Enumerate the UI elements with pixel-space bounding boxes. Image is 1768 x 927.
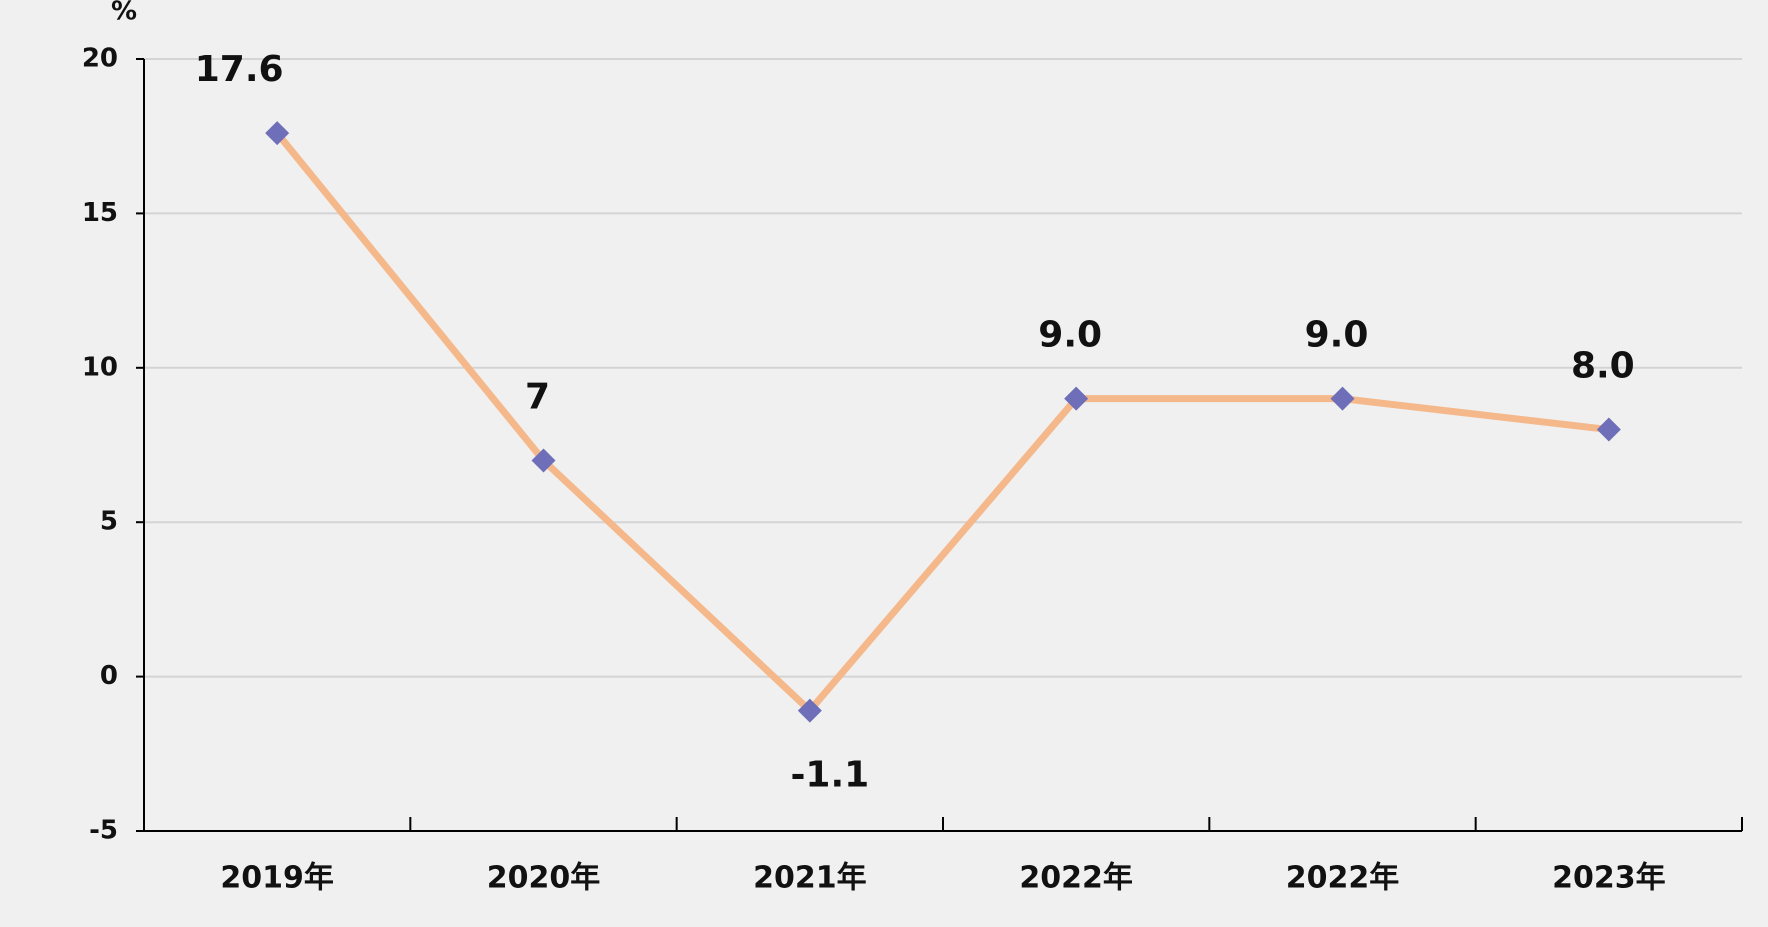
x-tick-label: 2021年 xyxy=(753,861,867,896)
data-label: 17.6 xyxy=(195,49,284,90)
marker xyxy=(265,121,290,146)
x-tick-label: 2023年 xyxy=(1552,861,1666,896)
marker xyxy=(1064,386,1089,411)
data-label: 9.0 xyxy=(1038,315,1102,356)
data-label: -1.1 xyxy=(790,755,869,796)
marker xyxy=(797,698,822,723)
marker xyxy=(1330,386,1355,411)
y-tick-label: 15 xyxy=(82,198,118,228)
data-label: 9.0 xyxy=(1305,315,1369,356)
x-tick-label: 2022年 xyxy=(1019,861,1133,896)
x-tick-label: 2019年 xyxy=(220,861,334,896)
y-unit: % xyxy=(111,0,137,27)
y-tick-label: 20 xyxy=(82,44,118,74)
x-tick-label: 2020年 xyxy=(487,861,601,896)
y-tick-label: -5 xyxy=(89,816,118,846)
y-tick-label: 5 xyxy=(100,507,118,537)
data-label: 7 xyxy=(525,376,550,417)
x-tick-label: 2022年 xyxy=(1286,861,1400,896)
y-tick-label: 10 xyxy=(82,352,118,382)
y-tick-label: 0 xyxy=(100,661,118,691)
series-line xyxy=(274,130,1610,716)
marker xyxy=(1596,417,1621,442)
marker xyxy=(531,448,556,473)
data-label: 8.0 xyxy=(1571,346,1635,387)
